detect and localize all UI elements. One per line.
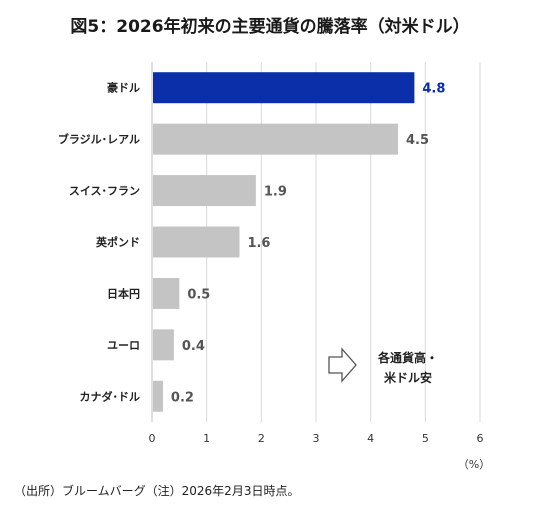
annotation-arrow-icon <box>328 347 357 383</box>
x-tick-label: 2 <box>258 432 265 445</box>
x-tick-label: 0 <box>149 432 156 445</box>
x-tick-label: 3 <box>313 432 320 445</box>
bar <box>153 72 415 104</box>
chart-title: 図5：2026年初来の主要通貨の騰落率（対米ドル） <box>70 17 470 37</box>
x-tick-label: 6 <box>477 432 484 445</box>
category-label: スイス･フラン <box>69 185 140 198</box>
category-label: ユーロ <box>107 339 140 352</box>
data-label: 1.9 <box>264 185 287 200</box>
x-tick-label: 5 <box>422 432 429 445</box>
data-label: 0.4 <box>182 339 205 354</box>
category-label: カナダ･ドル <box>80 389 141 403</box>
category-label: 日本円 <box>107 286 140 300</box>
data-label: 4.5 <box>406 133 429 148</box>
category-label: 英ポンド <box>95 235 140 249</box>
value-labels: 4.8 4.5 1.9 1.6 0.5 0.4 0.2 <box>171 82 445 406</box>
bar <box>153 175 256 207</box>
source-note: （出所）ブルームバーグ（注）2026年2月3日時点。 <box>14 484 300 498</box>
data-label: 4.8 <box>422 82 445 97</box>
bar <box>153 226 240 258</box>
x-tick-label: 4 <box>367 432 374 445</box>
data-label: 0.2 <box>171 390 194 405</box>
bar <box>153 329 174 361</box>
data-label: 0.5 <box>187 287 210 302</box>
category-label: ブラジル･レアル <box>58 132 140 146</box>
bar <box>153 123 398 155</box>
x-axis-unit: （%） <box>458 458 490 471</box>
data-label: 1.6 <box>247 236 270 251</box>
category-label: 豪ドル <box>107 81 140 95</box>
annotation-line2: 米ドル安 <box>384 370 432 385</box>
annotation-line1: 各通貨高・ <box>377 350 438 365</box>
x-tick-label: 1 <box>203 432 210 445</box>
bar <box>153 277 180 309</box>
bar <box>153 380 163 412</box>
bars <box>153 72 415 412</box>
x-axis-ticks: 0 1 2 3 4 5 6 <box>149 432 484 445</box>
